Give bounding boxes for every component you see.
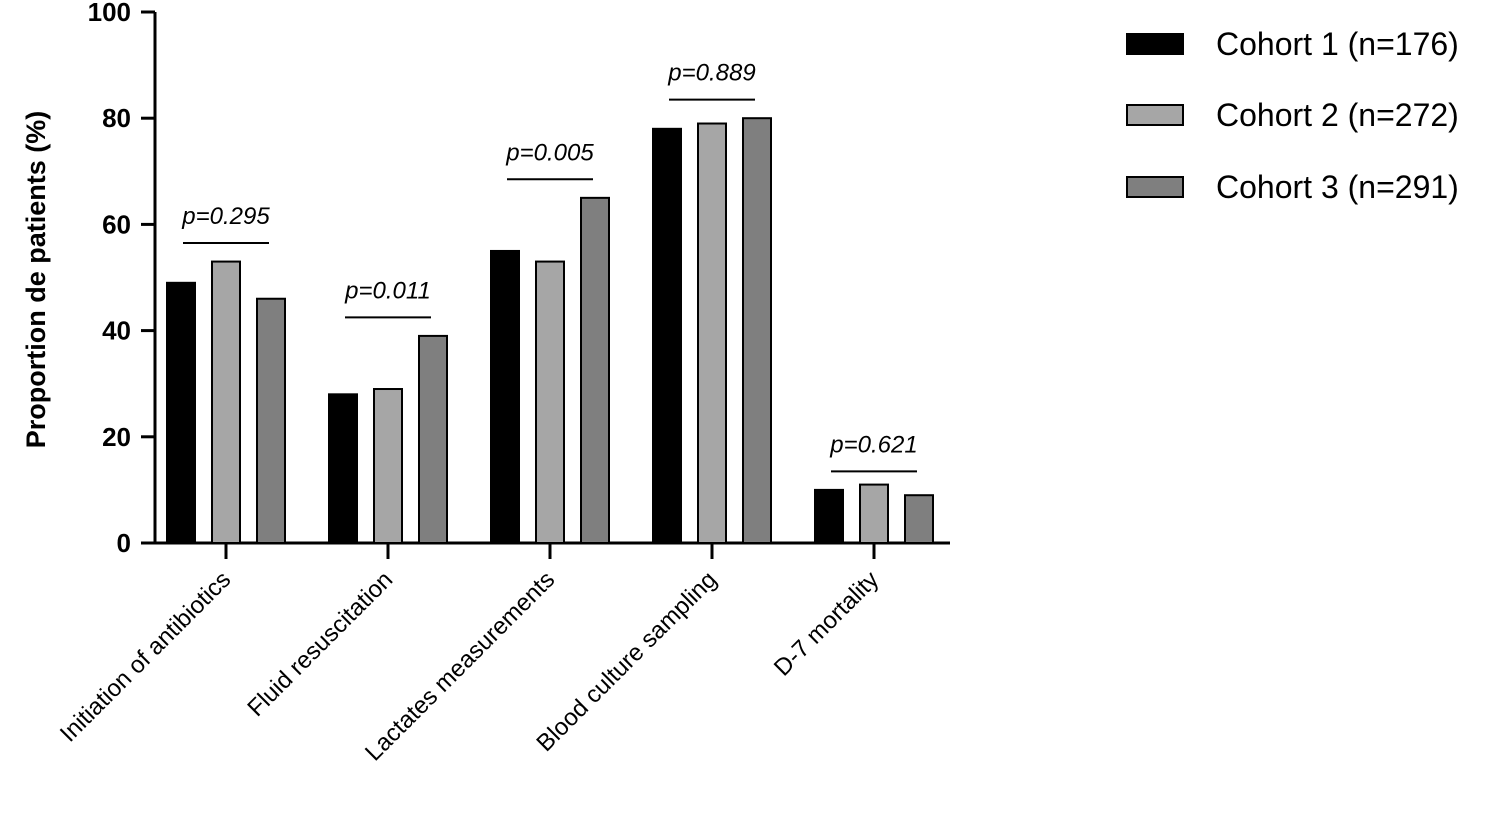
x-category-label-initiation-of-antibiotics: Initiation of antibiotics [55,566,236,747]
bar-cohort-1-initiation-of-antibiotics [166,281,196,544]
p-value-label: p=0.011 [344,277,431,304]
legend-swatch-cohort-3 [1126,176,1184,198]
bar-cohort-2-d-7-mortality [859,483,889,544]
y-tick-label: 0 [117,528,131,558]
bars [166,117,934,545]
p-value-label: p=0.005 [505,139,594,166]
y-tick-label: 60 [102,209,131,239]
bar-cohort-2-fluid-resuscitation [373,388,403,545]
bar-cohort-3-lactates-measurements [580,196,610,544]
legend-swatch-cohort-1 [1126,33,1184,55]
p-value-label: p=0.621 [829,431,917,458]
bar-cohort-3-d-7-mortality [904,494,934,544]
legend-label-cohort-1: Cohort 1 (n=176) [1216,26,1459,62]
bar-cohort-1-lactates-measurements [490,249,520,544]
bar-cohort-2-initiation-of-antibiotics [211,260,241,544]
y-axis-label: Proportion de patients (%) [21,111,51,449]
bar-cohort-1-blood-culture-sampling [652,127,682,544]
legend-label-cohort-2: Cohort 2 (n=272) [1216,97,1459,133]
x-category-label-blood-culture-sampling: Blood culture sampling [531,566,722,757]
x-category-label-d-7-mortality: D-7 mortality [769,566,884,681]
significance-annotations: p=0.295 p=0.011 p=0.005 p=0.889 p=0.621 [181,60,918,473]
y-tick-label: 100 [88,0,131,27]
legend-label-cohort-3: Cohort 3 (n=291) [1216,169,1459,205]
x-category-label-fluid-resuscitation: Fluid resuscitation [242,566,398,722]
p-value-label: p=0.889 [667,60,755,87]
legend-swatch-cohort-2 [1126,104,1184,126]
p-value-label: p=0.295 [181,203,270,230]
bar-cohort-3-initiation-of-antibiotics [256,297,286,544]
bar-cohort-2-blood-culture-sampling [697,122,727,544]
y-tick-label: 40 [102,316,131,346]
bar-cohort-1-fluid-resuscitation [328,393,358,544]
y-tick-label: 80 [102,103,131,133]
bar-cohort-2-lactates-measurements [535,260,565,544]
bar-cohort-3-blood-culture-sampling [742,117,772,544]
axes: 0 20 40 60 80 100 Proportion de patients (%) In… [21,0,950,766]
legend: Cohort 1 (n=176) Cohort 2 (n=272) Cohort 3… [1126,26,1459,205]
x-category-label-lactates-measurements: Lactates measurements [360,566,560,766]
y-tick-label: 20 [102,422,131,452]
bar-cohort-1-d-7-mortality [814,488,844,544]
bar-cohort-3-fluid-resuscitation [418,334,448,544]
